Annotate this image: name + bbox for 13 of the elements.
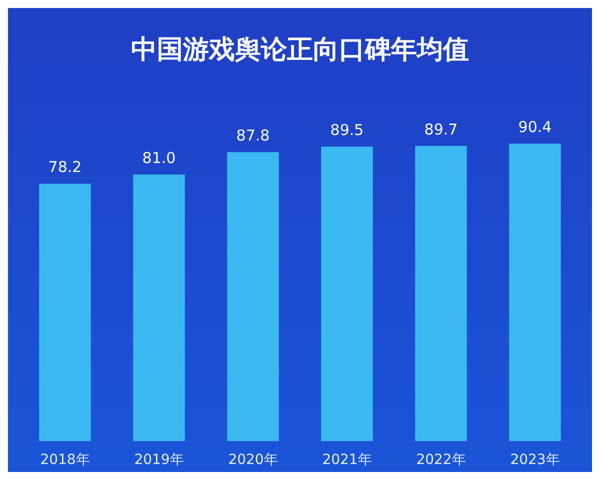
data-label: 90.4: [518, 118, 552, 136]
data-label: 81.0: [142, 148, 176, 167]
x-tick-label: 2018年: [40, 452, 90, 468]
data-label: 87.8: [236, 126, 270, 145]
x-tick-label: 2020年: [228, 452, 278, 468]
x-tick-label: 2023年: [510, 452, 560, 468]
data-label: 89.5: [330, 120, 364, 139]
x-tick-label: 2021年: [322, 452, 372, 468]
data-label: 89.7: [424, 120, 458, 138]
chart-title: 中国游戏舆论正向口碑年均值: [130, 34, 470, 67]
x-tick-label: 2019年: [134, 452, 184, 468]
data-label: 78.2: [48, 158, 82, 176]
x-tick-label: 2022年: [416, 452, 466, 468]
